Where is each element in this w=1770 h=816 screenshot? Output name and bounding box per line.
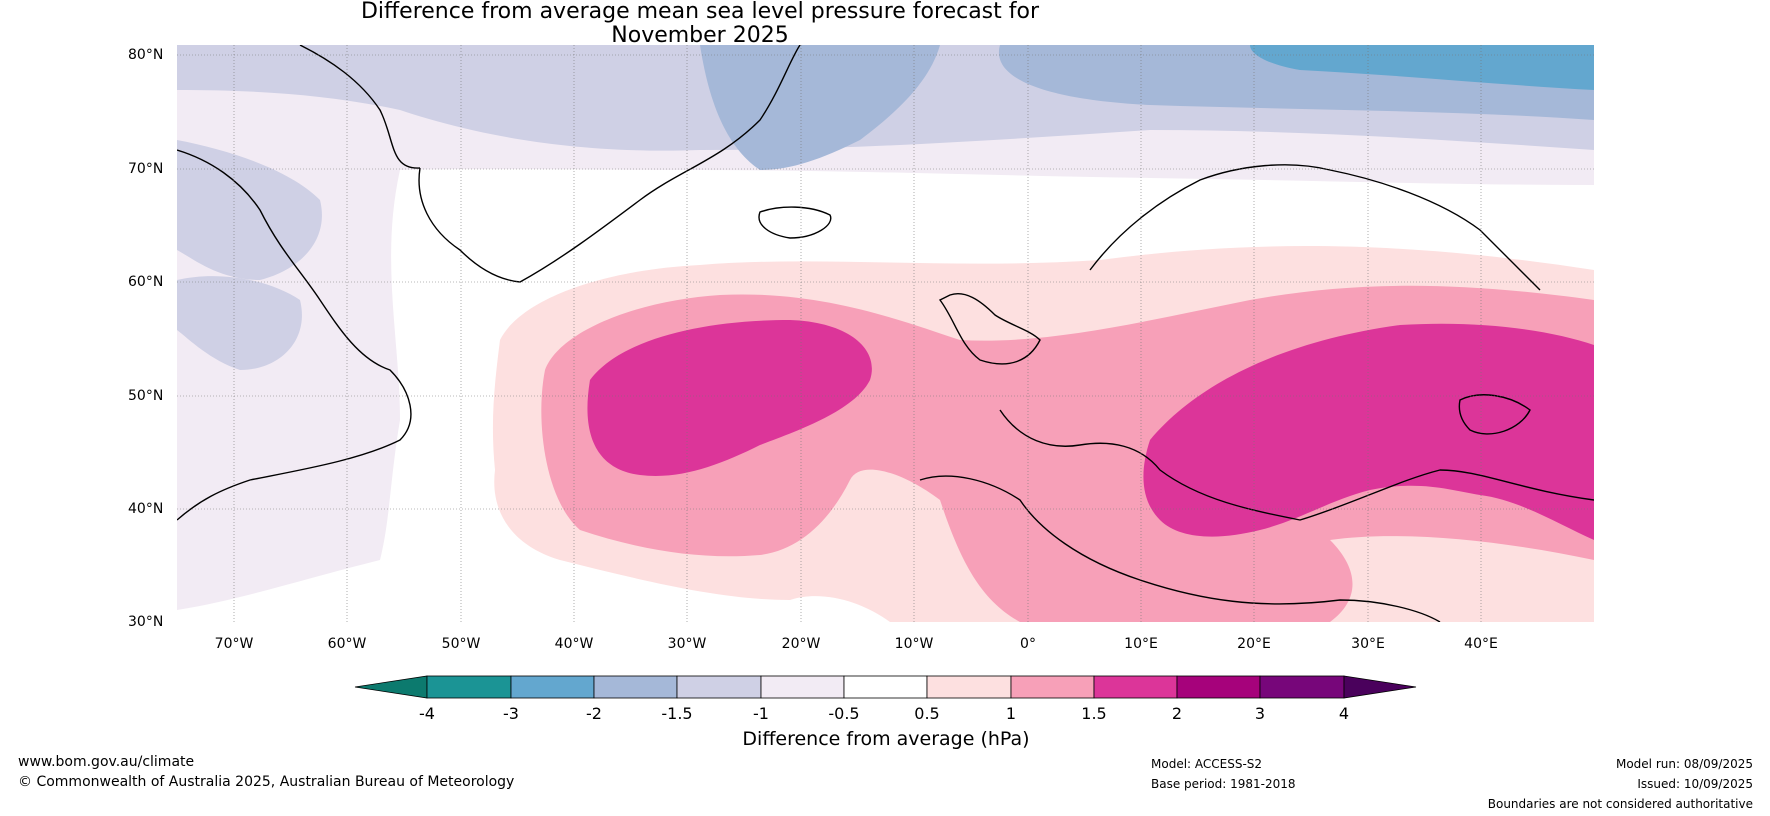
colorbar-swatch-2 xyxy=(510,675,595,699)
colorbar-swatch-10 xyxy=(1176,675,1261,699)
lat-label-50n: 50°N xyxy=(128,388,164,404)
colorbar-tick-1: -4 xyxy=(419,704,435,723)
anomaly-minus-1-west-b xyxy=(177,276,302,370)
graticule xyxy=(177,45,1594,622)
coastline-canada xyxy=(177,149,412,521)
lat-label-30n: 30°N xyxy=(128,614,164,630)
colorbar-extend-low xyxy=(354,675,428,699)
lon-label-50w: 50°W xyxy=(441,636,481,652)
colorbar-tick-4: -1.5 xyxy=(661,704,693,723)
coastline-greenland-west xyxy=(299,45,421,169)
colorbar-swatch-11 xyxy=(1259,675,1345,699)
anomaly-plus-1-5-atlantic xyxy=(587,320,872,476)
colorbar-extend-high xyxy=(1343,675,1417,699)
title-line-1: Difference from average mean sea level p… xyxy=(360,0,1040,24)
lon-label-30w: 30°W xyxy=(667,636,707,652)
colorbar-swatch-9 xyxy=(1093,675,1178,699)
lon-label-20w: 20°W xyxy=(781,636,821,652)
lon-label-40e: 40°E xyxy=(1464,636,1498,652)
colorbar-tick-11: 3 xyxy=(1254,704,1266,723)
footer-website: www.bom.gov.au/climate xyxy=(18,754,195,770)
anomaly-minus-2-arctic xyxy=(1250,45,1594,90)
coastline-mediterranean xyxy=(919,475,1441,622)
lat-label-80n: 80°N xyxy=(128,47,164,63)
anomaly-minus-1-west-a xyxy=(177,140,322,280)
footer-issued: Issued: 10/09/2025 xyxy=(1637,777,1753,791)
lon-label-30e: 30°E xyxy=(1351,636,1385,652)
coastline-black-sea xyxy=(1458,394,1531,435)
colorbar-title: Difference from average (hPa) xyxy=(742,728,1030,750)
coastline-greenland xyxy=(418,45,801,283)
coastlines xyxy=(177,45,1594,622)
footer-model: Model: ACCESS-S2 xyxy=(1151,757,1263,771)
colorbar-swatch-3 xyxy=(593,675,678,699)
footer-model-run: Model run: 08/09/2025 xyxy=(1615,757,1753,771)
anomaly-minus-1-5-greenland xyxy=(700,45,940,170)
chart-title: Difference from average mean sea level p… xyxy=(0,0,1400,48)
lon-label-60w: 60°W xyxy=(327,636,367,652)
coastline-scandinavia xyxy=(1089,164,1541,291)
colorbar-swatch-6 xyxy=(843,675,928,699)
map-field xyxy=(177,45,1594,622)
lon-label-40w: 40°W xyxy=(554,636,594,652)
title-line-2: November 2025 xyxy=(611,23,789,48)
footer-base-period: Base period: 1981-2018 xyxy=(1151,777,1296,791)
footer-copyright: © Commonwealth of Australia 2025, Austra… xyxy=(18,774,515,790)
colorbar-tick-10: 2 xyxy=(1171,704,1183,723)
lat-label-70n: 70°N xyxy=(128,161,164,177)
lon-label-20e: 20°E xyxy=(1237,636,1271,652)
lat-label-40n: 40°N xyxy=(128,501,164,517)
colorbar-swatch-7 xyxy=(926,675,1012,699)
lat-label-60n: 60°N xyxy=(128,274,164,290)
colorbar-swatch-4 xyxy=(676,675,762,699)
coastline-british-isles xyxy=(938,293,1041,365)
anomaly-plus-1-5-europe xyxy=(1143,323,1594,540)
colorbar-swatch-1 xyxy=(426,675,512,699)
colorbar-tick-9: 1.5 xyxy=(1081,704,1107,723)
lon-label-10e: 10°E xyxy=(1124,636,1158,652)
footer-disclaimer: Boundaries are not considered authoritat… xyxy=(1487,797,1753,811)
coastline-iceland xyxy=(758,206,832,239)
lon-label-10w: 10°W xyxy=(894,636,934,652)
colorbar-tick-7: 0.5 xyxy=(914,704,940,723)
coastline-europe xyxy=(999,409,1594,521)
colorbar-tick-5: -1 xyxy=(753,704,769,723)
colorbar-tick-6: -0.5 xyxy=(828,704,860,723)
colorbar-tick-2: -3 xyxy=(503,704,519,723)
colorbar-swatch-5 xyxy=(760,675,845,699)
lon-label-70w: 70°W xyxy=(214,636,254,652)
colorbar-tick-3: -2 xyxy=(586,704,602,723)
colorbar-tick-12: 4 xyxy=(1338,704,1350,723)
lon-label-0: 0° xyxy=(1020,636,1036,652)
colorbar-swatch-8 xyxy=(1010,675,1095,699)
colorbar xyxy=(354,675,1417,699)
colorbar-tick-8: 1 xyxy=(1005,704,1017,723)
